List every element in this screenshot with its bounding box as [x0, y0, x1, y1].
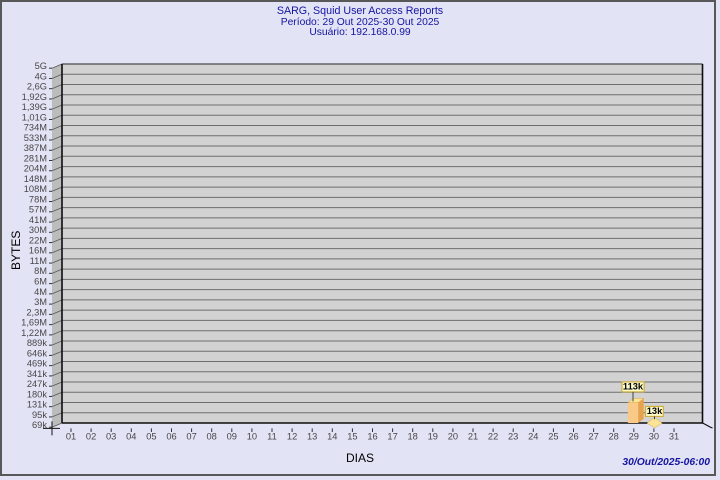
- svg-text:13: 13: [307, 432, 317, 442]
- svg-text:108M: 108M: [24, 184, 47, 194]
- svg-text:07: 07: [186, 432, 196, 442]
- svg-text:2,6G: 2,6G: [27, 82, 47, 92]
- svg-text:13k: 13k: [647, 406, 663, 416]
- svg-text:204M: 204M: [24, 164, 47, 174]
- svg-text:14: 14: [327, 432, 337, 442]
- svg-text:06: 06: [166, 432, 176, 442]
- svg-text:17: 17: [387, 432, 397, 442]
- svg-text:09: 09: [227, 432, 237, 442]
- svg-text:247k: 247k: [27, 379, 48, 389]
- svg-text:646k: 646k: [27, 348, 48, 358]
- svg-text:8M: 8M: [34, 266, 47, 276]
- svg-text:734M: 734M: [24, 123, 47, 133]
- svg-text:889k: 889k: [27, 338, 48, 348]
- svg-text:01: 01: [66, 432, 76, 442]
- svg-text:1,69M: 1,69M: [21, 318, 47, 328]
- svg-text:05: 05: [146, 432, 156, 442]
- svg-text:25: 25: [548, 432, 558, 442]
- svg-text:30M: 30M: [29, 225, 47, 235]
- svg-text:31: 31: [669, 432, 679, 442]
- svg-text:21: 21: [468, 432, 478, 442]
- svg-text:387M: 387M: [24, 143, 47, 153]
- svg-text:11: 11: [267, 432, 277, 442]
- svg-text:26: 26: [568, 432, 578, 442]
- svg-text:113k: 113k: [623, 382, 644, 392]
- svg-text:1,01G: 1,01G: [22, 112, 47, 122]
- svg-text:24: 24: [528, 432, 538, 442]
- svg-text:22: 22: [488, 432, 498, 442]
- svg-text:6M: 6M: [34, 277, 47, 287]
- svg-text:29: 29: [629, 432, 639, 442]
- svg-text:3M: 3M: [34, 297, 47, 307]
- svg-text:12: 12: [287, 432, 297, 442]
- svg-text:03: 03: [106, 432, 116, 442]
- svg-text:41M: 41M: [29, 215, 47, 225]
- svg-text:11M: 11M: [30, 256, 47, 266]
- svg-text:18: 18: [408, 432, 418, 442]
- svg-text:281M: 281M: [24, 153, 47, 163]
- svg-text:20: 20: [448, 432, 458, 442]
- svg-text:04: 04: [126, 432, 136, 442]
- svg-text:23: 23: [508, 432, 518, 442]
- svg-text:148M: 148M: [24, 174, 47, 184]
- svg-text:27: 27: [588, 432, 598, 442]
- svg-text:22M: 22M: [29, 236, 47, 246]
- svg-text:57M: 57M: [29, 205, 47, 215]
- svg-text:30: 30: [649, 432, 659, 442]
- svg-text:15: 15: [347, 432, 357, 442]
- svg-text:19: 19: [428, 432, 438, 442]
- svg-text:78M: 78M: [29, 194, 47, 204]
- svg-text:2,3M: 2,3M: [26, 307, 47, 317]
- svg-text:341k: 341k: [27, 369, 48, 379]
- svg-text:95k: 95k: [32, 410, 47, 420]
- svg-text:1,92G: 1,92G: [22, 92, 47, 102]
- svg-text:131k: 131k: [27, 400, 48, 410]
- svg-text:08: 08: [207, 432, 217, 442]
- svg-text:10: 10: [247, 432, 257, 442]
- svg-text:02: 02: [86, 432, 96, 442]
- svg-text:28: 28: [609, 432, 619, 442]
- svg-text:180k: 180k: [27, 389, 48, 399]
- svg-text:16: 16: [367, 432, 377, 442]
- svg-text:533M: 533M: [24, 133, 47, 143]
- svg-text:5G: 5G: [35, 61, 47, 71]
- svg-text:1,22M: 1,22M: [21, 328, 47, 338]
- svg-text:69k: 69k: [32, 420, 47, 430]
- svg-text:1,39G: 1,39G: [22, 102, 47, 112]
- svg-text:4G: 4G: [35, 71, 47, 81]
- svg-text:469k: 469k: [27, 359, 48, 369]
- svg-text:16M: 16M: [29, 246, 47, 256]
- svg-text:4M: 4M: [34, 287, 47, 297]
